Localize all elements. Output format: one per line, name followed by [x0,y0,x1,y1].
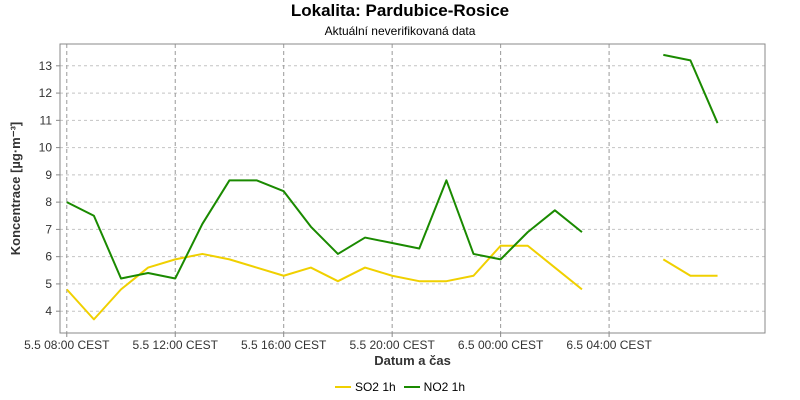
y-axis-label: Koncentrace [µg·m⁻³] [8,122,23,256]
legend-label-so2: SO2 1h [354,380,396,394]
legend-swatch-so2 [334,386,351,388]
x-axis-label: Datum a čas [374,353,451,368]
x-tick-label: 5.5 08:00 CEST [24,338,110,352]
x-tick-label: 6.5 04:00 CEST [566,338,652,352]
y-tick-label: 13 [39,59,53,73]
series-line-so2 [662,258,718,277]
chart-legend: SO2 1h NO2 1h [0,380,800,394]
legend-label-no2: NO2 1h [423,380,466,394]
legend-item-no2: NO2 1h [403,380,466,394]
x-tick-label: 5.5 12:00 CEST [133,338,219,352]
x-tick-label: 6.5 00:00 CEST [458,338,544,352]
y-tick-label: 9 [45,168,52,182]
chart-title: Lokalita: Pardubice-Rosice [290,1,510,20]
y-tick-label: 8 [45,195,52,209]
series-line-no2 [663,53,719,124]
line-chart: 4 5 6 7 8 9 10 11 12 13 5.5 08:00 CEST 5.5 12:00 CE… [8,43,766,368]
chart-subtitle: Aktuální neverifikovaná data [324,24,476,38]
series-line-no2 [66,179,583,280]
y-tick-label: 7 [45,222,52,236]
y-tick-label: 12 [39,86,53,100]
x-tick-label: 5.5 20:00 CEST [349,338,435,352]
legend-item-so2: SO2 1h [334,380,396,394]
x-tick-label: 5.5 16:00 CEST [241,338,327,352]
series-line-so2 [66,244,583,321]
y-tick-label: 10 [39,141,53,155]
legend-swatch-no2 [403,386,420,388]
y-tick-label: 11 [40,113,53,127]
plot-area [59,43,766,334]
y-tick-label: 4 [45,304,52,318]
y-tick-label: 5 [45,277,52,291]
y-tick-label: 6 [45,250,52,264]
